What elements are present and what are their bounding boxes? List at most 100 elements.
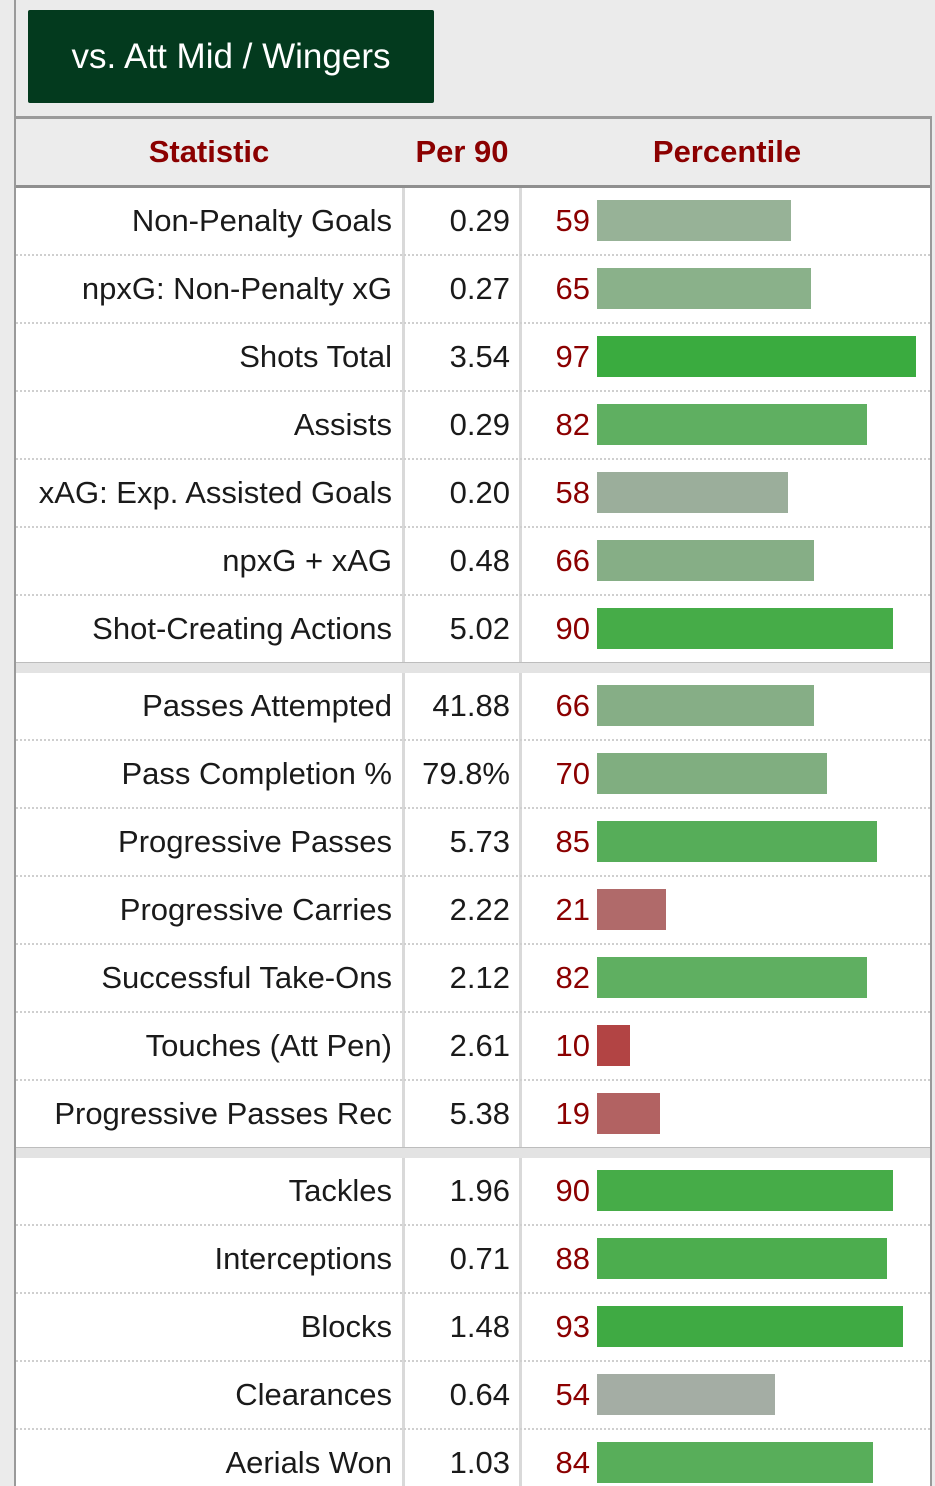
per90-value: 2.12 (449, 960, 510, 995)
percentile-bar (597, 1170, 893, 1211)
table-row: Non-Penalty Goals 0.29 59 (16, 188, 930, 256)
percentile-table: Statistic Per 90 Percentile Non-Penalty … (14, 116, 932, 1486)
percentile-value: 84 (555, 1445, 590, 1480)
table-row: npxG + xAG 0.48 66 (16, 528, 930, 596)
stat-name[interactable]: Aerials Won (225, 1445, 392, 1480)
per90-value: 0.64 (449, 1377, 510, 1412)
percentile-value: 19 (555, 1096, 590, 1131)
per90-value: 1.03 (449, 1445, 510, 1480)
per90-value: 0.29 (449, 203, 510, 238)
percentile-value: 90 (555, 611, 590, 646)
per90-value: 1.48 (449, 1309, 510, 1344)
percentile-value: 90 (555, 1173, 590, 1208)
percentile-bar (597, 540, 814, 581)
percentile-bar (597, 404, 867, 445)
percentile-value: 85 (555, 824, 590, 859)
percentile-bar (597, 821, 877, 862)
stat-name[interactable]: Shots Total (239, 339, 392, 374)
percentile-bar (597, 472, 788, 513)
stat-name[interactable]: npxG: Non-Penalty xG (81, 271, 392, 306)
table-row: Tackles 1.96 90 (16, 1158, 930, 1226)
table-row: Pass Completion % 79.8% 70 (16, 741, 930, 809)
stat-name[interactable]: Tackles (288, 1173, 392, 1208)
stat-name[interactable]: Pass Completion % (121, 756, 392, 791)
stat-name[interactable]: xAG: Exp. Assisted Goals (38, 475, 392, 510)
percentile-value: 88 (555, 1241, 590, 1276)
column-divider (519, 119, 522, 1486)
percentile-value: 93 (555, 1309, 590, 1344)
table-row: Successful Take-Ons 2.12 82 (16, 945, 930, 1013)
comparison-tab[interactable]: vs. Att Mid / Wingers (28, 10, 434, 103)
table-row: Shot-Creating Actions 5.02 90 (16, 596, 930, 662)
stat-name[interactable]: Clearances (235, 1377, 392, 1412)
percentile-value: 70 (555, 756, 590, 791)
percentile-value: 10 (555, 1028, 590, 1063)
percentile-bar (597, 1306, 903, 1347)
stat-name[interactable]: Interceptions (214, 1241, 393, 1276)
per90-value: 0.48 (449, 543, 510, 578)
stat-name[interactable]: Non-Penalty Goals (131, 203, 392, 238)
percentile-bar (597, 957, 867, 998)
header-percentile[interactable]: Percentile (652, 134, 802, 169)
left-rule (14, 0, 16, 118)
percentile-bar (597, 1442, 873, 1483)
stat-name[interactable]: Shot-Creating Actions (92, 611, 392, 646)
per90-value: 79.8% (422, 756, 510, 791)
percentile-value: 21 (555, 892, 590, 927)
percentile-value: 65 (555, 271, 590, 306)
percentile-bar (597, 1093, 660, 1134)
per90-value: 1.96 (449, 1173, 510, 1208)
stat-name[interactable]: Touches (Att Pen) (145, 1028, 392, 1063)
table-row: xAG: Exp. Assisted Goals 0.20 58 (16, 460, 930, 528)
percentile-bar (597, 685, 814, 726)
percentile-value: 66 (555, 688, 590, 723)
table-row: Aerials Won 1.03 84 (16, 1430, 930, 1486)
per90-value: 3.54 (449, 339, 510, 374)
stat-name[interactable]: Progressive Passes (118, 824, 392, 859)
table-row: Progressive Passes Rec 5.38 19 (16, 1081, 930, 1147)
per90-value: 2.22 (449, 892, 510, 927)
percentile-bar (597, 753, 827, 794)
per90-value: 0.71 (449, 1241, 510, 1276)
column-divider (402, 119, 405, 1486)
percentile-bar (597, 889, 666, 930)
stat-name[interactable]: npxG + xAG (222, 543, 392, 578)
table-row: Touches (Att Pen) 2.61 10 (16, 1013, 930, 1081)
stat-name[interactable]: Blocks (300, 1309, 392, 1344)
table-row: Progressive Passes 5.73 85 (16, 809, 930, 877)
group-separator (16, 662, 930, 673)
percentile-value: 82 (555, 960, 590, 995)
per90-value: 5.02 (449, 611, 510, 646)
per90-value: 41.88 (432, 688, 510, 723)
stat-name[interactable]: Successful Take-Ons (101, 960, 392, 995)
table-row: Clearances 0.64 54 (16, 1362, 930, 1430)
header-per90[interactable]: Per 90 (415, 134, 509, 169)
percentile-bar (597, 336, 916, 377)
per90-value: 0.29 (449, 407, 510, 442)
percentile-value: 82 (555, 407, 590, 442)
table-row: Shots Total 3.54 97 (16, 324, 930, 392)
percentile-bar (597, 268, 811, 309)
percentile-value: 97 (555, 339, 590, 374)
table-body: Non-Penalty Goals 0.29 59 npxG: Non-Penalty… (16, 188, 930, 1486)
percentile-bar (597, 1025, 630, 1066)
per90-value: 0.20 (449, 475, 510, 510)
table-row: Interceptions 0.71 88 (16, 1226, 930, 1294)
stat-name[interactable]: Progressive Carries (119, 892, 392, 927)
table-header: Statistic Per 90 Percentile (16, 119, 930, 188)
per90-value: 5.73 (449, 824, 510, 859)
percentile-bar (597, 608, 893, 649)
table-row: Assists 0.29 82 (16, 392, 930, 460)
per90-value: 5.38 (449, 1096, 510, 1131)
table-row: Passes Attempted 41.88 66 (16, 673, 930, 741)
percentile-value: 66 (555, 543, 590, 578)
header-statistic[interactable]: Statistic (148, 134, 270, 169)
stat-name[interactable]: Assists (293, 407, 392, 442)
per90-value: 0.27 (449, 271, 510, 306)
stat-name[interactable]: Passes Attempted (142, 688, 392, 723)
percentile-bar (597, 1238, 887, 1279)
table-row: npxG: Non-Penalty xG 0.27 65 (16, 256, 930, 324)
stat-name[interactable]: Progressive Passes Rec (54, 1096, 392, 1131)
percentile-value: 59 (555, 203, 590, 238)
